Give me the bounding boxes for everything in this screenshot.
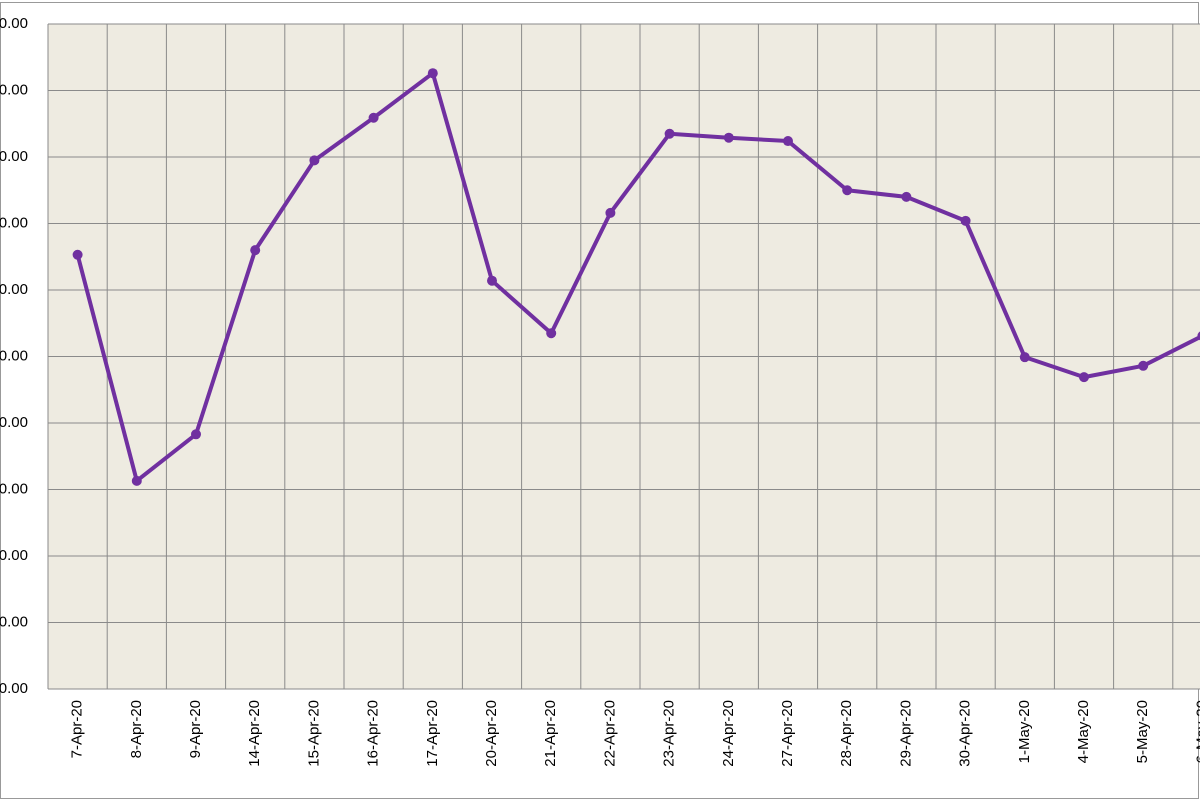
y-tick-label: 0.00 bbox=[0, 680, 28, 697]
data-point bbox=[1138, 360, 1149, 371]
x-tick-label: 27-Apr-20 bbox=[779, 700, 796, 767]
y-tick-label: 90.00 bbox=[0, 81, 28, 98]
x-tick-label: 15-Apr-20 bbox=[305, 700, 322, 767]
x-tick-label: 17-Apr-20 bbox=[424, 700, 441, 767]
x-tick-label: 4-May-20 bbox=[1075, 700, 1092, 763]
x-tick-label: 6-May-20 bbox=[1193, 700, 1200, 763]
data-point bbox=[605, 207, 616, 218]
x-tick-label: 8-Apr-20 bbox=[128, 700, 145, 758]
data-point bbox=[72, 249, 83, 260]
y-tick-label: 70.00 bbox=[0, 214, 28, 231]
x-tick-label: 30-Apr-20 bbox=[957, 700, 974, 767]
data-point bbox=[901, 191, 912, 202]
y-tick-label: 100.00 bbox=[0, 15, 28, 32]
data-point bbox=[783, 136, 793, 147]
x-tick-label: 28-Apr-20 bbox=[838, 700, 855, 767]
data-point bbox=[1197, 331, 1200, 341]
y-tick-label: 40.00 bbox=[0, 414, 28, 431]
data-point bbox=[723, 132, 734, 143]
data-point bbox=[131, 475, 142, 486]
x-tick-label: 22-Apr-20 bbox=[601, 700, 618, 767]
x-tick-label: 29-Apr-20 bbox=[897, 700, 914, 767]
data-point bbox=[1019, 352, 1030, 363]
data-point bbox=[309, 155, 320, 166]
y-tick-label: 10.00 bbox=[0, 613, 28, 630]
y-tick-label: 50.00 bbox=[0, 347, 28, 364]
data-point bbox=[664, 128, 675, 139]
data-point bbox=[487, 275, 497, 286]
x-tick-label: 14-Apr-20 bbox=[246, 700, 263, 767]
data-point bbox=[960, 215, 971, 226]
x-tick-label: 21-Apr-20 bbox=[542, 700, 559, 767]
x-tick-label: 24-Apr-20 bbox=[720, 700, 737, 767]
y-tick-label: 60.00 bbox=[0, 281, 28, 298]
x-tick-label: 5-May-20 bbox=[1134, 700, 1151, 763]
data-point bbox=[250, 245, 261, 256]
y-tick-label: 80.00 bbox=[0, 148, 28, 165]
data-point bbox=[1079, 372, 1089, 383]
y-tick-label: 20.00 bbox=[0, 547, 28, 564]
x-tick-label: 1-May-20 bbox=[1016, 700, 1033, 763]
x-tick-label: 16-Apr-20 bbox=[365, 700, 382, 767]
x-tick-label: 7-Apr-20 bbox=[69, 700, 86, 758]
data-point bbox=[427, 68, 438, 79]
data-point bbox=[368, 112, 379, 123]
y-tick-label: 30.00 bbox=[0, 480, 28, 497]
data-point bbox=[191, 429, 201, 440]
x-tick-label: 20-Apr-20 bbox=[483, 700, 500, 767]
data-point bbox=[546, 328, 557, 339]
data-point bbox=[842, 185, 853, 196]
series-line bbox=[75, 71, 1200, 483]
x-tick-label: 9-Apr-20 bbox=[187, 700, 204, 758]
x-tick-label: 23-Apr-20 bbox=[661, 700, 678, 767]
